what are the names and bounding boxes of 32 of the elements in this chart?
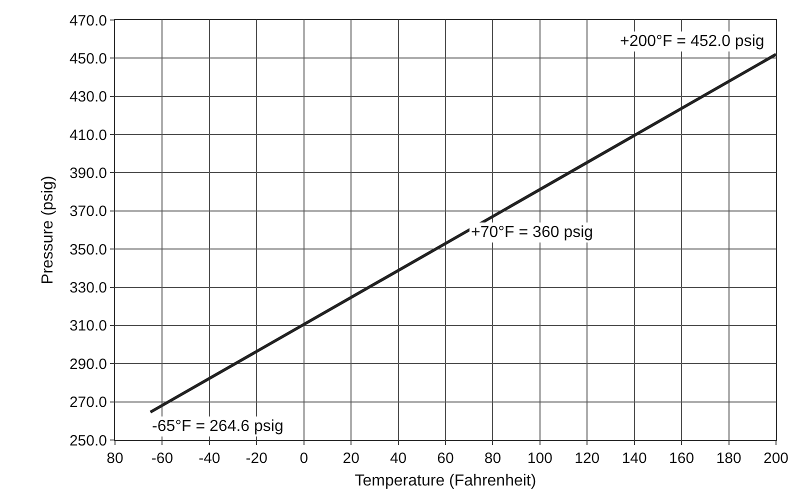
y-tick-label: 390.0: [69, 164, 107, 182]
x-tick-label: 0: [300, 450, 308, 467]
x-tick-label: 80: [484, 450, 502, 467]
annotation: +200°F = 452.0 psig: [620, 33, 764, 50]
x-tick-label: 40: [390, 450, 407, 467]
x-tick-label: -20: [246, 450, 268, 467]
y-tick-label: 250.0: [69, 432, 107, 450]
x-axis-title: Temperature (Fahrenheit): [354, 472, 536, 490]
annotation: -65°F = 264.6 psig: [152, 418, 284, 435]
y-tick-label: 310.0: [69, 318, 107, 335]
x-tick-label: 20: [342, 450, 360, 467]
x-tick-label: 60: [437, 450, 454, 467]
y-tick-label: 370.0: [69, 203, 107, 220]
x-tick-label: 160: [669, 450, 694, 467]
y-tick-label: 470.0: [69, 12, 107, 30]
x-tick-label: 140: [622, 450, 647, 467]
x-tick-label: -40: [198, 450, 220, 467]
x-tick-label: 120: [574, 450, 600, 467]
y-tick-label: 430.0: [69, 88, 107, 106]
y-tick-label: 270.0: [69, 394, 107, 412]
y-tick-label: 290.0: [69, 356, 107, 373]
x-tick-label: 100: [527, 450, 552, 467]
y-axis-title: Pressure (psig): [39, 176, 56, 284]
y-tick-label: 350.0: [69, 241, 107, 258]
x-tick-label: 200: [763, 450, 789, 467]
annotation: +70°F = 360 psig: [471, 224, 594, 241]
y-tick-label: 410.0: [69, 126, 107, 144]
y-tick-label: 450.0: [69, 50, 107, 68]
x-tick-label: 80: [106, 450, 124, 467]
y-tick-label: 330.0: [69, 280, 107, 297]
x-tick-label: 180: [716, 450, 742, 467]
x-tick-label: -60: [151, 450, 174, 467]
